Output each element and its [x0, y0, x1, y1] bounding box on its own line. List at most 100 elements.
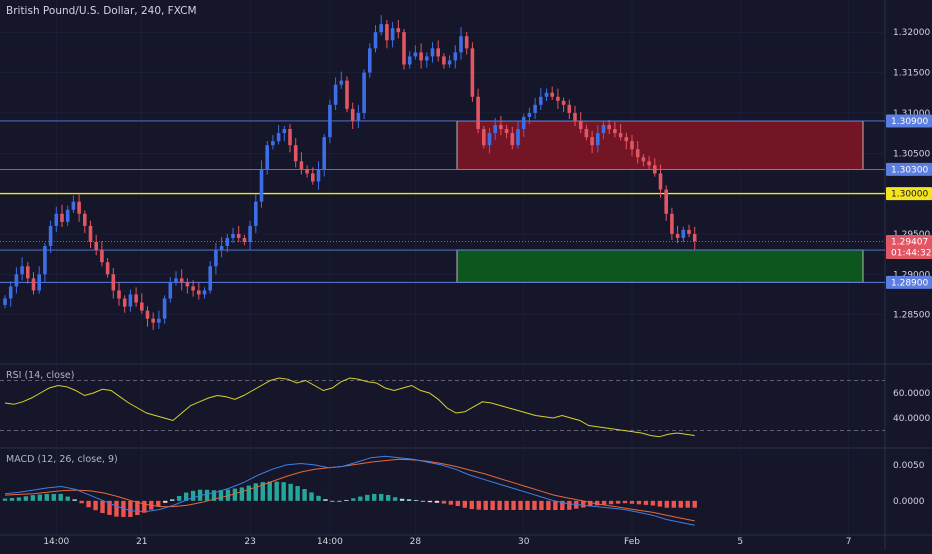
macd-histogram-bar — [358, 496, 363, 501]
candle-body — [539, 96, 543, 105]
macd-histogram-bar — [532, 500, 537, 511]
rsi-line — [4, 377, 695, 438]
candle-body — [299, 161, 304, 170]
candle-body — [333, 84, 338, 105]
macd-histogram-bar — [650, 500, 656, 506]
candle-body — [77, 201, 81, 214]
candle-body — [174, 278, 178, 283]
macd-histogram-bar — [163, 500, 168, 503]
macd-histogram-bar — [239, 487, 245, 501]
candle-body — [168, 282, 173, 299]
candle-body — [43, 246, 47, 275]
macd-histogram-bar — [379, 493, 384, 501]
candle-body — [596, 133, 600, 146]
macd-histogram-bar — [267, 481, 272, 501]
candle-body — [316, 169, 321, 182]
macd-histogram-bar — [657, 500, 663, 507]
macd-histogram-bar — [176, 495, 182, 501]
macd-histogram-bar — [156, 500, 161, 507]
candle-body — [231, 233, 235, 238]
time-tick-label: 21 — [136, 537, 147, 547]
candle-body — [487, 133, 492, 146]
candle-body — [499, 125, 503, 130]
macd-histogram-bar — [671, 500, 676, 508]
level-tag-label: 1.28900 — [891, 278, 928, 288]
macd-histogram-bar — [420, 500, 426, 502]
time-tick-label: 30 — [518, 537, 530, 547]
candle-body — [162, 298, 167, 319]
macd-histogram-bar — [372, 493, 377, 501]
candle-body — [311, 173, 315, 182]
candle-body — [14, 274, 19, 287]
candle-body — [601, 125, 606, 134]
macd-histogram-bar — [72, 499, 77, 501]
level-tag — [886, 114, 932, 128]
macd-histogram-bar — [58, 493, 63, 501]
candle-body — [225, 237, 230, 247]
candle-body — [653, 165, 657, 174]
macd-histogram-bar — [629, 500, 635, 504]
candle-body — [345, 80, 349, 109]
macd-histogram-bar — [441, 500, 447, 504]
macd-histogram-bar — [204, 489, 210, 501]
macd-histogram-bar — [455, 500, 461, 507]
macd-histogram-bar — [309, 492, 314, 501]
candle-body — [128, 294, 133, 307]
candle-body — [510, 133, 515, 146]
candle-body — [550, 92, 554, 97]
macd-histogram-bar — [351, 498, 356, 501]
candle-body — [436, 48, 440, 57]
candle-body — [254, 201, 258, 226]
macd-histogram-bar — [142, 500, 147, 513]
candle-body — [390, 28, 395, 41]
macd-histogram-bar — [462, 500, 467, 508]
candle-body — [208, 266, 212, 291]
macd-histogram-bar — [476, 500, 481, 510]
macd-histogram-bar — [281, 482, 286, 501]
macd-histogram-bar — [211, 490, 217, 501]
candle-body — [350, 108, 355, 121]
price-tick-label: 1.31000 — [893, 109, 930, 119]
candle-body — [567, 104, 572, 113]
macd-pane — [2, 455, 697, 526]
macd-histogram-bar — [330, 500, 335, 502]
macd-tick-label: 0.0050 — [893, 461, 925, 471]
candle-body — [675, 233, 680, 238]
candle-body — [402, 32, 406, 65]
candle-body — [647, 161, 651, 166]
candle-body — [578, 120, 583, 130]
candle-body — [556, 96, 560, 101]
macd-histogram-bar — [399, 498, 405, 501]
macd-label: MACD (12, 26, close, 9) — [6, 454, 118, 465]
price-tick-label: 1.31500 — [893, 69, 930, 79]
macd-histogram-bar — [316, 495, 321, 501]
candle-body — [373, 32, 378, 49]
rsi-label: RSI (14, close) — [6, 370, 74, 381]
time-tick-label: 7 — [846, 537, 852, 547]
candle-body — [37, 274, 41, 291]
candle-body — [236, 233, 241, 238]
candle-body — [618, 133, 623, 138]
candle-body — [282, 129, 287, 134]
macd-histogram-bar — [246, 485, 252, 501]
macd-histogram-bar — [560, 500, 565, 511]
price-tick-label: 1.29000 — [893, 270, 930, 280]
candle-body — [8, 286, 13, 299]
candle-body — [26, 266, 30, 279]
candle-body — [635, 149, 640, 158]
candle-body — [117, 290, 121, 299]
last-price-tag — [886, 234, 932, 259]
candle-body — [122, 298, 127, 307]
candle-body — [482, 129, 486, 146]
macd-histogram-bar — [79, 500, 84, 504]
candle-body — [670, 213, 674, 234]
macd-histogram-bar — [253, 483, 258, 501]
candle-body — [134, 294, 138, 303]
macd-histogram-bar — [274, 481, 279, 501]
macd-histogram-bar — [2, 498, 8, 501]
macd-histogram-bar — [190, 490, 196, 501]
candle-body — [293, 145, 298, 162]
